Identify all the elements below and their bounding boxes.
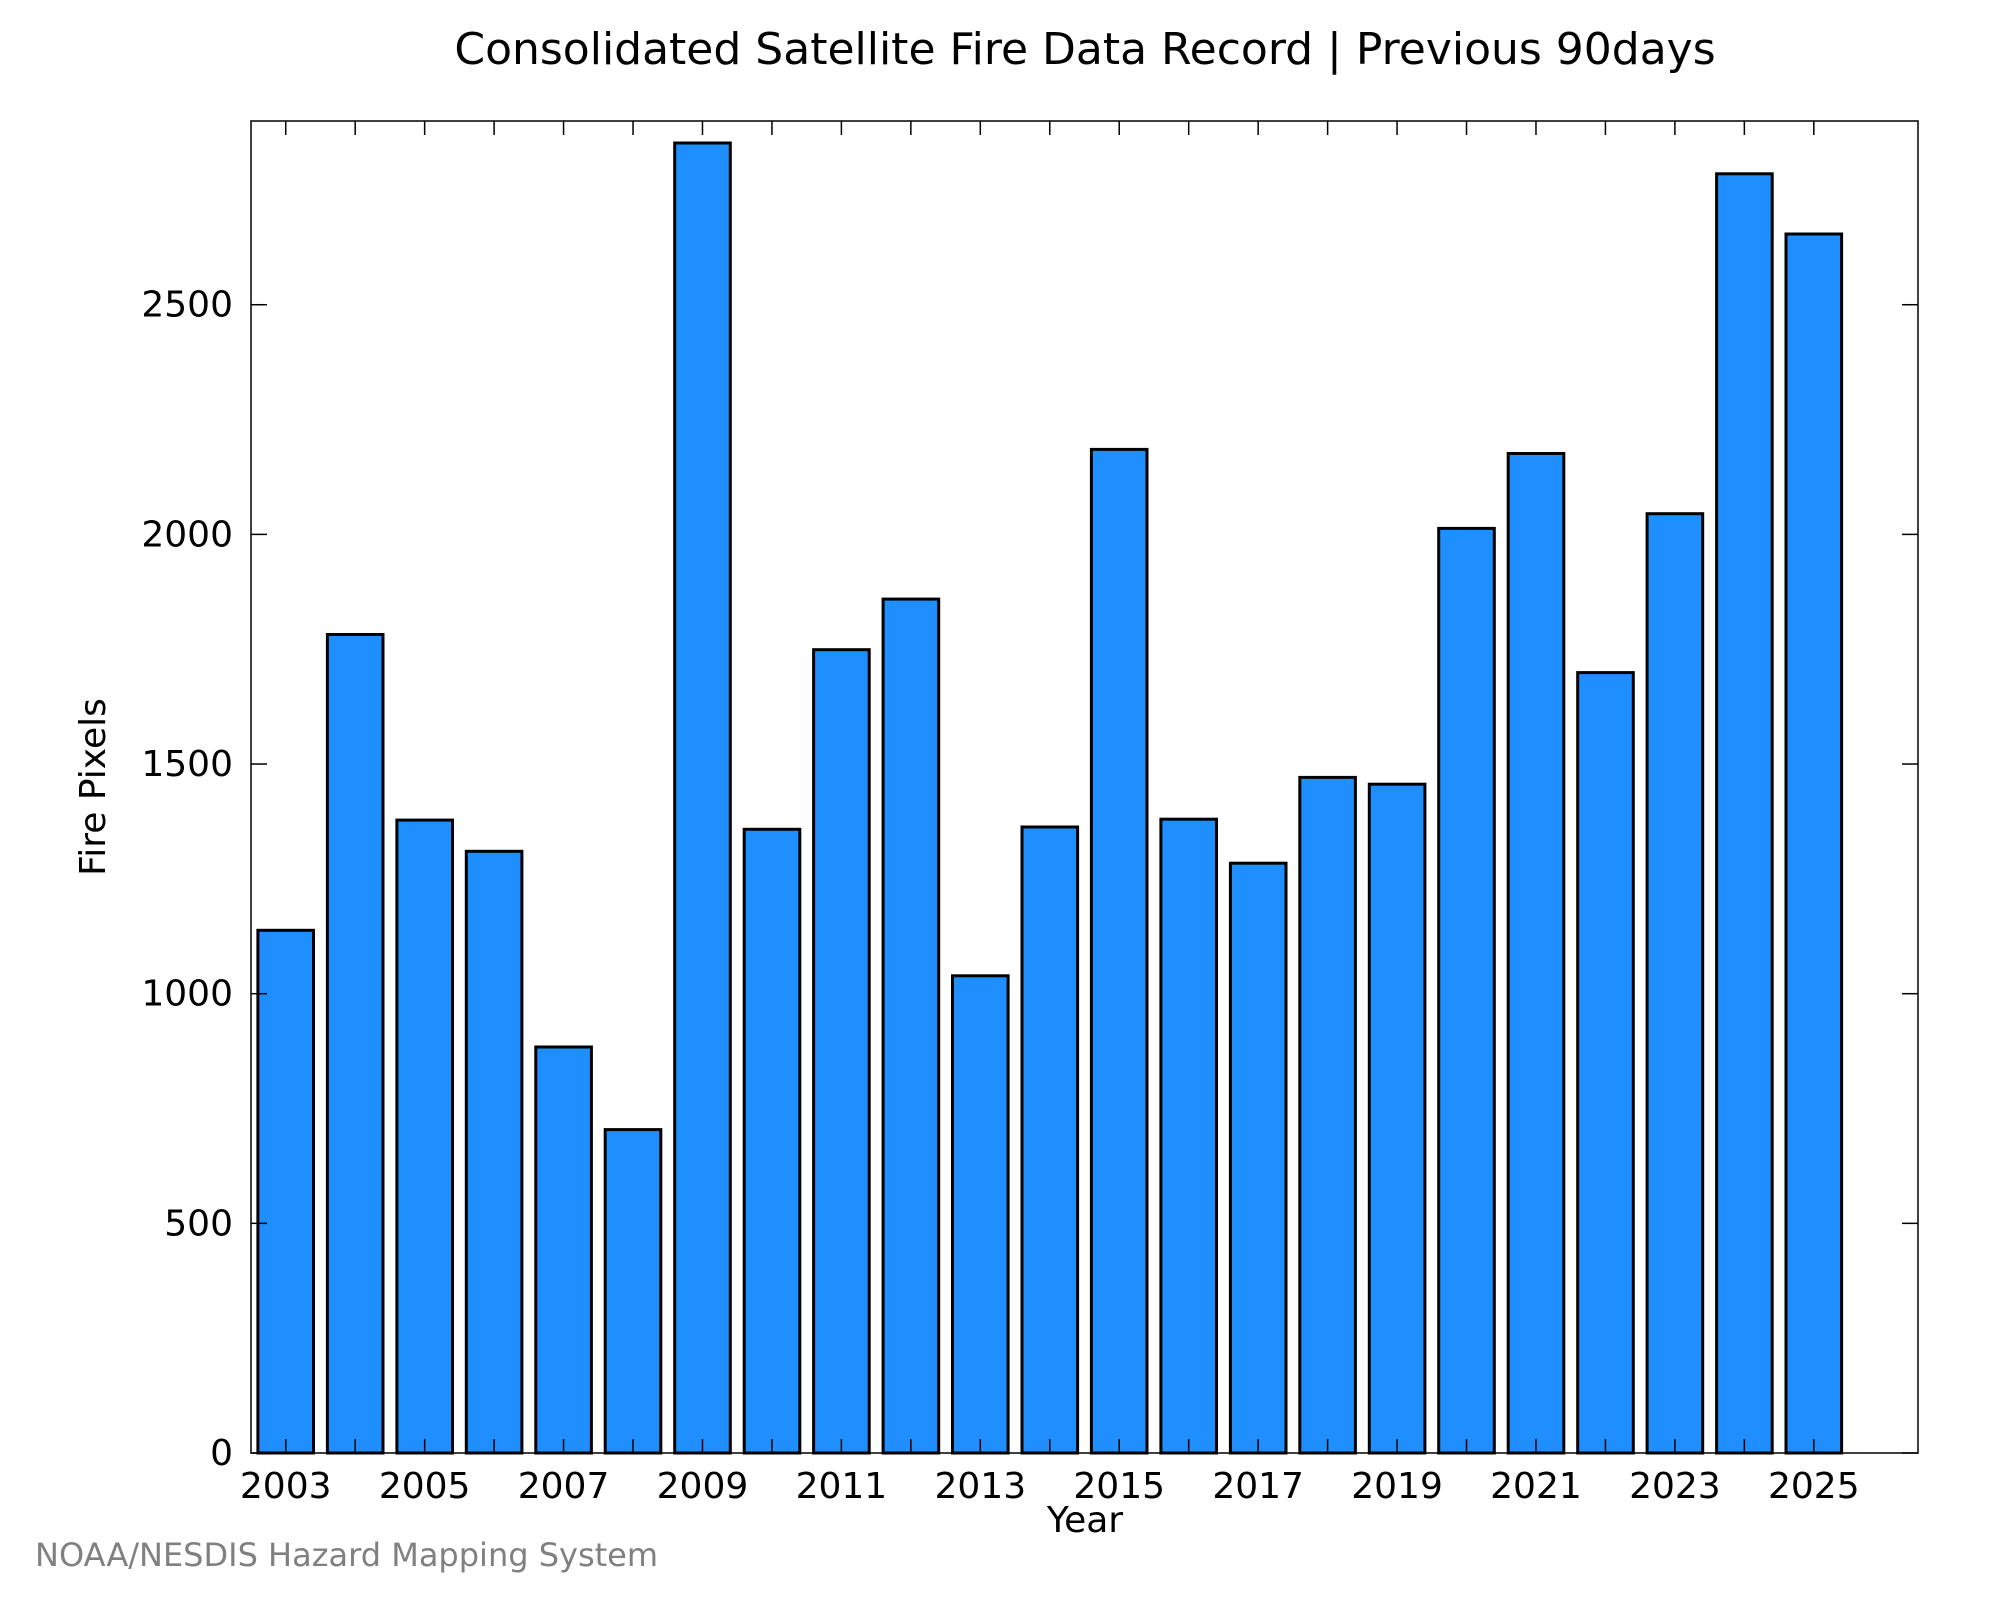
y-tick-label-2000: 2000 [141,514,233,555]
bar-2016 [1159,817,1219,1455]
bar-2013 [951,974,1010,1455]
bar-2015 [1089,447,1149,1455]
x-tick-label-2003: 2003 [240,1466,332,1507]
y-tick-label-1500: 1500 [141,744,233,785]
bar-2005 [395,818,454,1455]
x-axis: 2003 2005 2007 2009 2011 2013 2015 2017 2019 2021… [240,121,1860,1507]
bar-2011 [812,648,871,1455]
x-tick-label-2021: 2021 [1490,1466,1582,1507]
x-tick-label-2011: 2011 [796,1466,888,1507]
bar-2006 [464,849,524,1455]
x-tick-label-2019: 2019 [1351,1466,1443,1507]
y-tick-label-500: 500 [164,1203,233,1244]
bar-2020 [1437,526,1496,1455]
bar-2021 [1506,452,1566,1455]
chart-title: Consolidated Satellite Fire Data Record … [454,24,1715,75]
x-tick-label-2007: 2007 [518,1466,610,1507]
y-axis: 0 500 1000 1500 2000 2500 [141,285,1918,1474]
bar-2023 [1645,512,1705,1455]
bar-2018 [1298,775,1357,1455]
x-tick-label-2025: 2025 [1768,1466,1860,1507]
x-axis-label: Year [1046,1500,1123,1541]
x-tick-label-2013: 2013 [935,1466,1027,1507]
bar-2003 [256,928,315,1455]
bar-2024 [1715,172,1774,1455]
bars-group [256,141,1844,1455]
y-tick-label-0: 0 [210,1433,233,1474]
y-tick-label-2500: 2500 [141,285,233,326]
bar-2022 [1576,671,1635,1455]
x-tick-label-2005: 2005 [379,1466,471,1507]
x-tick-label-2015: 2015 [1073,1466,1165,1507]
bar-2004 [325,633,385,1455]
x-tick-label-2017: 2017 [1212,1466,1304,1507]
y-tick-label-1000: 1000 [141,974,233,1015]
bar-2010 [742,827,802,1455]
x-tick-label-2009: 2009 [657,1466,749,1507]
bar-2014 [1020,825,1080,1455]
credit-text: NOAA/NESDIS Hazard Mapping System [35,1536,659,1574]
x-tick-label-2023: 2023 [1629,1466,1721,1507]
bar-2019 [1367,782,1427,1455]
bar-2012 [881,597,941,1455]
bar-2008 [603,1128,663,1455]
bar-2017 [1228,861,1288,1455]
plot-frame [250,120,1919,1454]
bar-2025 [1784,232,1844,1455]
bar-2007 [534,1045,593,1455]
bar-2009 [673,141,732,1455]
y-axis-label: Fire Pixels [73,698,114,876]
